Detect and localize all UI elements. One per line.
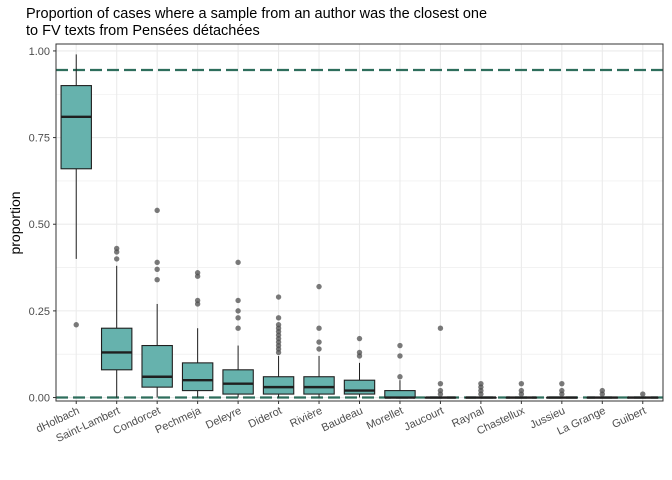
outlier-point [235, 259, 241, 266]
outlier-point [154, 207, 160, 214]
y-axis-ticks: 0.00 0.25 0.50 0.75 1.00 [29, 46, 56, 405]
box [222, 369, 254, 395]
outlier-point [518, 380, 525, 387]
outlier-point [316, 346, 322, 352]
chart-subtitle: to FV texts from Pensées détachées [26, 23, 260, 39]
outlier-point [114, 256, 120, 262]
box [141, 344, 173, 388]
box [60, 85, 92, 170]
x-tick-label: Deleyre [204, 405, 243, 432]
outlier-point [235, 297, 241, 304]
outlier-point [316, 283, 322, 290]
outlier-point [559, 380, 565, 387]
y-tick-label: 1.00 [29, 46, 50, 58]
outlier-point [640, 391, 646, 397]
x-tick-label: Rivière [288, 405, 324, 430]
x-tick-label: Jaucourt [402, 405, 445, 434]
box [303, 376, 335, 395]
outlier-point [356, 335, 363, 342]
outlier-point [316, 325, 322, 331]
outlier-point [437, 387, 444, 394]
y-tick-label: 0.00 [29, 393, 50, 405]
outlier-point [356, 349, 363, 356]
outlier-point [235, 308, 241, 314]
chart-title: Proportion of cases where a sample from … [26, 6, 487, 22]
outlier-point [275, 322, 282, 328]
outlier-point [114, 245, 120, 252]
outlier-point [316, 339, 322, 345]
box [343, 379, 376, 395]
box [181, 362, 214, 392]
outlier-points [73, 207, 646, 397]
outlier-point [437, 325, 444, 331]
y-tick-label: 0.25 [29, 306, 50, 318]
outlier-point [275, 315, 282, 321]
outlier-point [478, 380, 484, 387]
y-tick-label: 0.75 [29, 133, 50, 145]
box [100, 327, 133, 371]
outlier-point [397, 342, 403, 349]
boxes [60, 54, 659, 399]
x-tick-label: Guibert [610, 405, 648, 431]
x-tick-label: Diderot [247, 405, 284, 431]
x-tick-label: Pechmeja [153, 404, 203, 436]
outlier-point [518, 387, 525, 394]
outlier-point [437, 380, 444, 387]
outlier-point [154, 276, 160, 283]
outlier-point [559, 387, 565, 394]
outlier-point [154, 259, 160, 266]
y-axis-title: proportion [7, 191, 23, 254]
outlier-point [194, 270, 201, 276]
outlier-point [275, 294, 282, 300]
outlier-point [154, 266, 160, 272]
outlier-point [397, 374, 403, 380]
x-tick-label: Baudeau [320, 405, 365, 434]
outlier-point [599, 387, 605, 394]
outlier-point [397, 353, 403, 359]
y-tick-label: 0.50 [29, 219, 50, 231]
outlier-point [73, 322, 79, 328]
outlier-point [194, 297, 201, 304]
x-tick-label: Morellet [365, 405, 406, 432]
outlier-point [235, 325, 241, 331]
box [262, 376, 295, 395]
outlier-point [235, 315, 241, 321]
